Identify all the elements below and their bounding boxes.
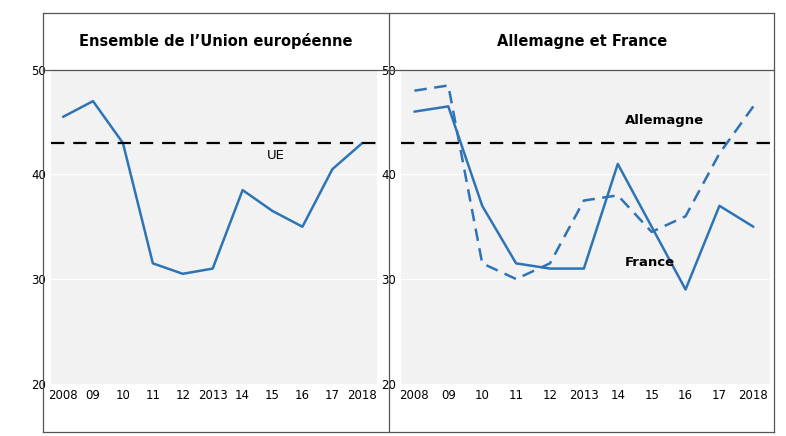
Text: Allemagne et France: Allemagne et France bbox=[497, 34, 667, 49]
Text: UE: UE bbox=[266, 149, 285, 162]
Text: Ensemble de l’Union européenne: Ensemble de l’Union européenne bbox=[79, 34, 353, 49]
Text: Allemagne: Allemagne bbox=[625, 114, 703, 127]
Text: France: France bbox=[625, 256, 674, 269]
